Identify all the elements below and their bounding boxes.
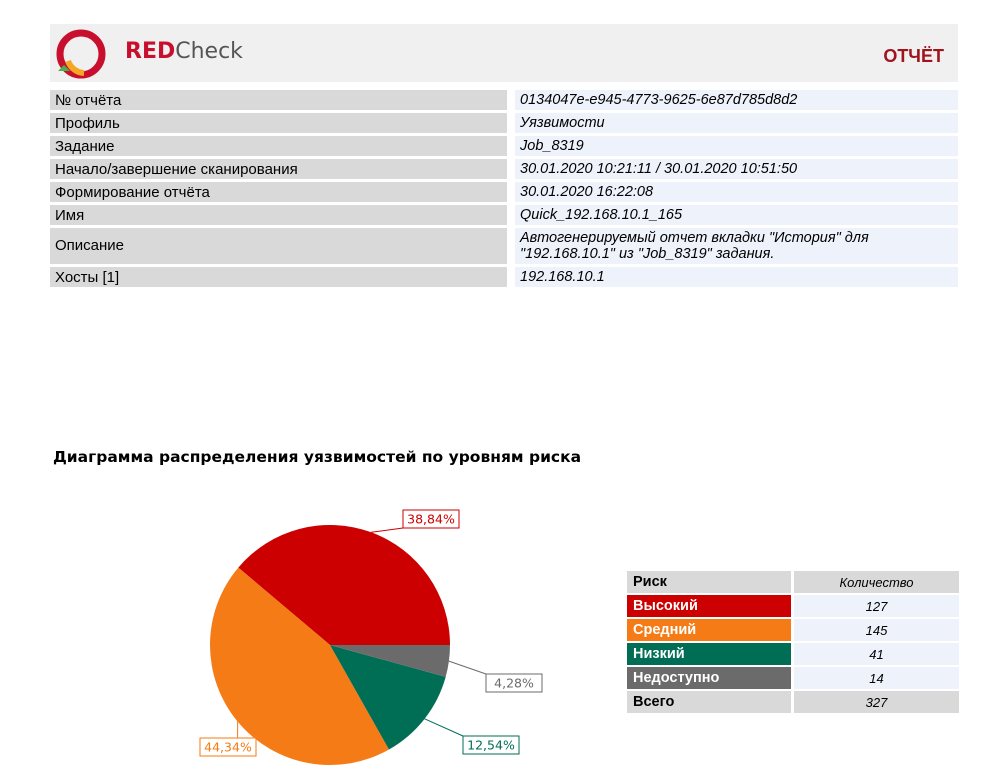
- info-row: № отчёта 0134047e-e945-4773-9625-6e87d78…: [50, 90, 958, 110]
- info-key: Хосты [1]: [50, 267, 507, 287]
- info-key: Задание: [50, 136, 507, 156]
- redcheck-logo-icon: [56, 29, 106, 79]
- risk-count-high: 127: [791, 595, 959, 617]
- description-line-2: "192.168.10.1" из "Job_8319" задания.: [520, 246, 775, 262]
- info-value: Автогенерируемый отчет вкладки "История"…: [507, 228, 958, 264]
- risk-count-table: Риск Количество Высокий 127 Средний 145 …: [627, 569, 959, 715]
- info-row: Описание Автогенерируемый отчет вкладки …: [50, 228, 958, 264]
- percent-label-box-unavailable: [485, 673, 543, 693]
- risk-table-header: Риск Количество: [627, 571, 959, 593]
- risk-label-low: Низкий: [627, 643, 791, 665]
- info-key: Профиль: [50, 113, 507, 133]
- chart-title: Диаграмма распределения уязвимостей по у…: [53, 448, 582, 466]
- pie-slice-high: [238, 524, 450, 645]
- risk-row-low: Низкий 41: [627, 643, 959, 665]
- info-key: Имя: [50, 205, 507, 225]
- info-value: 0134047e-e945-4773-9625-6e87d785d8d2: [507, 90, 958, 110]
- report-title: ОТЧЁТ: [883, 46, 944, 66]
- info-value: 30.01.2020 16:22:08: [507, 182, 958, 202]
- total-label: Всего: [627, 691, 791, 713]
- info-key: Начало/завершение сканирования: [50, 159, 507, 179]
- risk-pie-chart: 38,84% 44,34% 12,54% 4,28%: [199, 509, 543, 765]
- percent-label-medium: 44,34%: [204, 740, 252, 755]
- leader-line-unavailable: [448, 660, 487, 675]
- logo-text: REDCheck: [125, 39, 243, 64]
- info-value: Уязвимости: [507, 113, 958, 133]
- info-value: 30.01.2020 10:21:11 / 30.01.2020 10:51:5…: [507, 159, 958, 179]
- percent-label-box-high: [402, 509, 460, 529]
- report-info-table: № отчёта 0134047e-e945-4773-9625-6e87d78…: [50, 87, 958, 290]
- info-value: 192.168.10.1: [507, 267, 958, 287]
- risk-column-header: Риск: [627, 571, 791, 593]
- risk-row-medium: Средний 145: [627, 619, 959, 641]
- risk-label-medium: Средний: [627, 619, 791, 641]
- info-row: Задание Job_8319: [50, 136, 958, 156]
- percent-label-high: 38,84%: [407, 512, 455, 527]
- info-key: Описание: [50, 228, 507, 264]
- percent-label-box-medium: [199, 737, 257, 757]
- risk-count-low: 41: [791, 643, 959, 665]
- total-count: 327: [791, 691, 959, 713]
- leader-line-high: [371, 527, 404, 533]
- percent-label-unavailable: 4,28%: [494, 676, 534, 691]
- info-row: Имя Quick_192.168.10.1_165: [50, 205, 958, 225]
- logo-red: RED: [125, 39, 176, 64]
- info-row: Профиль Уязвимости: [50, 113, 958, 133]
- info-value: Job_8319: [507, 136, 958, 156]
- pie-slice-medium: [209, 567, 389, 765]
- logo-check: Check: [175, 39, 243, 64]
- info-key: Формирование отчёта: [50, 182, 507, 202]
- pie-slice-unavailable: [330, 645, 450, 677]
- risk-label-high: Высокий: [627, 595, 791, 617]
- info-row: Хосты [1] 192.168.10.1: [50, 267, 958, 287]
- risk-label-unavailable: Недоступно: [627, 667, 791, 689]
- risk-row-high: Высокий 127: [627, 595, 959, 617]
- risk-count-medium: 145: [791, 619, 959, 641]
- count-column-header: Количество: [791, 571, 959, 593]
- info-row: Формирование отчёта 30.01.2020 16:22:08: [50, 182, 958, 202]
- risk-count-unavailable: 14: [791, 667, 959, 689]
- pie-slice-low: [330, 645, 446, 750]
- leader-line-low: [424, 718, 464, 737]
- info-value: Quick_192.168.10.1_165: [507, 205, 958, 225]
- info-row: Начало/завершение сканирования 30.01.202…: [50, 159, 958, 179]
- description-line-1: Автогенерируемый отчет вкладки "История"…: [520, 230, 869, 246]
- report-header: REDCheck ОТЧЁТ: [50, 24, 958, 82]
- risk-row-total: Всего 327: [627, 691, 959, 713]
- risk-row-unavailable: Недоступно 14: [627, 667, 959, 689]
- percent-label-low: 12,54%: [467, 738, 515, 753]
- info-key: № отчёта: [50, 90, 507, 110]
- percent-label-box-low: [462, 735, 520, 755]
